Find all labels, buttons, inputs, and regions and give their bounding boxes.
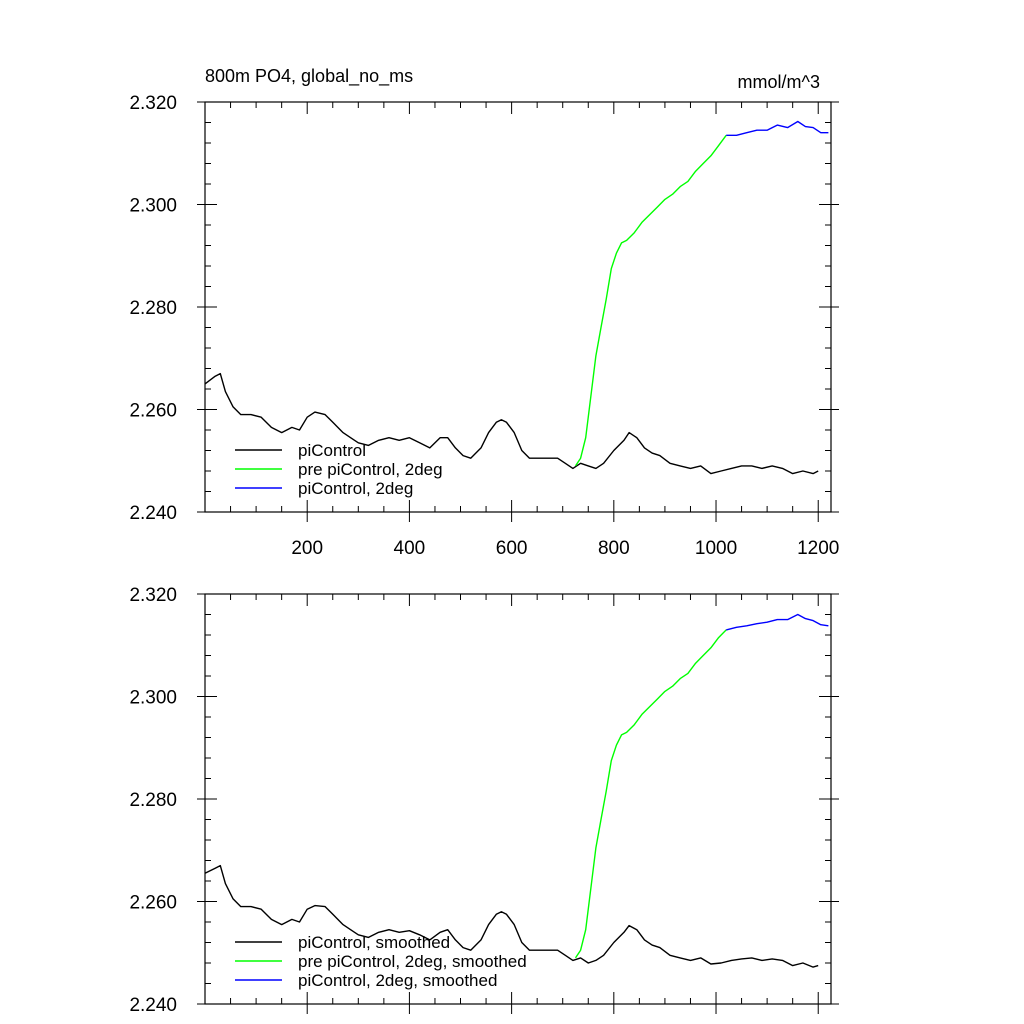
units-label: mmol/m^3 xyxy=(738,72,820,92)
y-tick-label: 2.280 xyxy=(129,790,177,811)
x-tick-label: 800 xyxy=(598,538,630,559)
ticks-layer: 200 400 600 800 1000 1200 2.240 2.260 2.280 2.300… xyxy=(129,93,839,559)
lines-layer xyxy=(204,120,829,475)
y-tick-label: 2.300 xyxy=(129,196,177,217)
plot-frame xyxy=(204,593,832,1005)
chart-title: 800m PO4, global_no_ms xyxy=(205,66,413,87)
legend-label: piControl, smoothed xyxy=(298,933,450,952)
legend-label: piControl, 2deg, smoothed xyxy=(298,971,497,990)
y-tick-label: 2.320 xyxy=(129,585,177,606)
legend-label: pre piControl, 2deg xyxy=(298,460,443,479)
series-line xyxy=(204,864,819,968)
y-tick-label: 2.320 xyxy=(129,93,177,114)
chart-panel-bottom: 2.240 2.260 2.280 2.300 2.320 piControl, smo… xyxy=(129,585,839,1016)
x-tick-label: 1000 xyxy=(695,538,737,559)
legend-label: piControl xyxy=(298,441,366,460)
plot-frame xyxy=(204,101,832,513)
x-tick-label: 200 xyxy=(291,538,323,559)
series-line xyxy=(574,134,727,467)
x-tick-label: 400 xyxy=(394,538,426,559)
ticks-layer: 2.240 2.260 2.280 2.300 2.320 xyxy=(129,585,839,1016)
legend-label: pre piControl, 2deg, smoothed xyxy=(298,952,527,971)
y-tick-label: 2.240 xyxy=(129,995,177,1016)
y-tick-label: 2.260 xyxy=(129,893,177,914)
x-tick-label: 1200 xyxy=(797,538,839,559)
x-tick-label: 600 xyxy=(496,538,528,559)
series-line xyxy=(726,613,829,631)
series-line xyxy=(726,120,829,136)
chart-panel-top: 800m PO4, global_no_ms mmol/m^3 200 400 60… xyxy=(129,66,839,559)
y-tick-label: 2.260 xyxy=(129,401,177,422)
y-tick-label: 2.280 xyxy=(129,298,177,319)
series-line xyxy=(574,629,727,959)
series-line xyxy=(204,372,819,475)
y-tick-label: 2.240 xyxy=(129,503,177,524)
lines-layer xyxy=(204,613,829,968)
legend-label: piControl, 2deg xyxy=(298,479,413,498)
y-tick-label: 2.300 xyxy=(129,688,177,709)
